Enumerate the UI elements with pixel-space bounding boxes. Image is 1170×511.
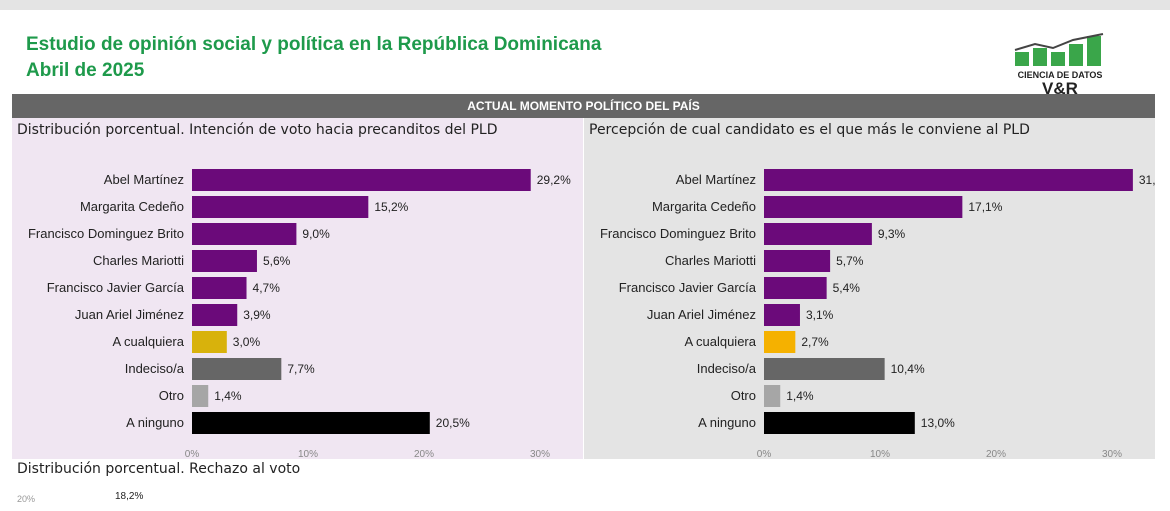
rejection-value-label: 18,2% [115, 491, 144, 502]
section-banner: ACTUAL MOMENTO POLÍTICO DEL PAÍS [12, 94, 1155, 118]
x-tick-label: 30% [530, 449, 550, 459]
category-label: Francisco Dominguez Brito [600, 226, 756, 241]
category-label: Charles Mariotti [93, 253, 184, 268]
data-label: 4,7% [253, 281, 281, 295]
category-label: Indeciso/a [697, 361, 757, 376]
data-label: 5,6% [263, 254, 291, 268]
category-label: Abel Martínez [104, 172, 184, 187]
bar [192, 277, 247, 299]
category-label: A cualquiera [112, 334, 184, 349]
bar [764, 250, 831, 272]
bar [764, 412, 915, 434]
category-label: A cualquiera [684, 334, 756, 349]
bar [192, 250, 257, 272]
logo-bar-4 [1069, 44, 1083, 66]
data-label: 10,4% [891, 362, 925, 376]
data-label: 9,0% [302, 227, 330, 241]
category-label: Abel Martínez [676, 172, 756, 187]
x-tick-label: 0% [185, 449, 200, 459]
category-label: Otro [159, 388, 184, 403]
category-label: Francisco Javier García [619, 280, 757, 295]
logo-trend-line [1014, 33, 1104, 51]
category-label: Indeciso/a [125, 361, 185, 376]
category-label: Francisco Dominguez Brito [28, 226, 184, 241]
bar [192, 331, 227, 353]
bar [764, 169, 1133, 191]
vote-intention-title: Distribución porcentual. Intención de vo… [17, 122, 498, 138]
bar [192, 412, 430, 434]
logo-bar-1 [1015, 52, 1029, 66]
category-label: Otro [731, 388, 756, 403]
x-tick-label: 0% [757, 449, 772, 459]
bar [764, 223, 872, 245]
x-tick-label: 30% [1102, 449, 1122, 459]
category-label: A ninguno [126, 415, 184, 430]
best-candidate-chart: Abel Martínez 31,8% Margarita Cedeño 17,1% F… [600, 169, 1155, 459]
data-label: 5,7% [836, 254, 864, 268]
best-candidate-panel: Abel Martínez 31,8% Margarita Cedeño 17,1% F… [584, 118, 1155, 459]
data-label: 3,9% [243, 308, 271, 322]
x-tick-label: 20% [986, 449, 1006, 459]
x-tick-label: 10% [870, 449, 890, 459]
rejection-axis-tick: 20% [17, 494, 36, 504]
logo-bar-2 [1033, 48, 1047, 66]
x-tick-label: 10% [298, 449, 318, 459]
data-label: 7,7% [287, 362, 315, 376]
vote-intention-panel: Abel Martínez 29,2% Margarita Cedeño 15,2% F… [12, 118, 583, 459]
category-label: Margarita Cedeño [80, 199, 184, 214]
bar [192, 223, 297, 245]
category-label: Charles Mariotti [665, 253, 756, 268]
bar [192, 358, 282, 380]
rejection-title: Distribución porcentual. Rechazo al voto [17, 461, 301, 477]
vote-intention-chart: Abel Martínez 29,2% Margarita Cedeño 15,2% F… [28, 169, 571, 459]
report-title: Estudio de opinión social y política en … [26, 34, 602, 55]
data-label: 1,4% [214, 389, 242, 403]
data-label: 2,7% [801, 335, 829, 349]
bar [764, 385, 781, 407]
category-label: A ninguno [698, 415, 756, 430]
bar [192, 304, 238, 326]
bar [192, 385, 209, 407]
data-label: 13,0% [921, 416, 955, 430]
category-label: Juan Ariel Jiménez [75, 307, 184, 322]
category-label: Juan Ariel Jiménez [647, 307, 756, 322]
data-label: 3,0% [233, 335, 261, 349]
bar [764, 358, 885, 380]
logo-bar-3 [1051, 52, 1065, 66]
data-label: 15,2% [374, 200, 408, 214]
x-tick-label: 20% [414, 449, 434, 459]
data-label: 5,4% [833, 281, 861, 295]
best-candidate-title: Percepción de cual candidato es el que m… [589, 122, 1030, 138]
data-label: 31,8% [1139, 173, 1155, 187]
logo-text-bottom: V&R [1042, 79, 1078, 98]
logo-bar-5 [1087, 36, 1101, 66]
data-label: 17,1% [968, 200, 1002, 214]
bar [764, 277, 827, 299]
category-label: Francisco Javier García [47, 280, 185, 295]
category-label: Margarita Cedeño [652, 199, 756, 214]
bar [192, 169, 531, 191]
bar [764, 196, 963, 218]
report-date: Abril de 2025 [26, 60, 145, 81]
bar [764, 304, 800, 326]
data-label: 9,3% [878, 227, 906, 241]
data-label: 20,5% [436, 416, 470, 430]
data-label: 1,4% [786, 389, 814, 403]
logo-text-top: CIENCIA DE DATOS [1018, 70, 1103, 80]
logo: CIENCIA DE DATOS V&R [1014, 33, 1104, 98]
bar [764, 331, 796, 353]
data-label: 29,2% [537, 173, 571, 187]
data-label: 3,1% [806, 308, 834, 322]
bar [192, 196, 369, 218]
